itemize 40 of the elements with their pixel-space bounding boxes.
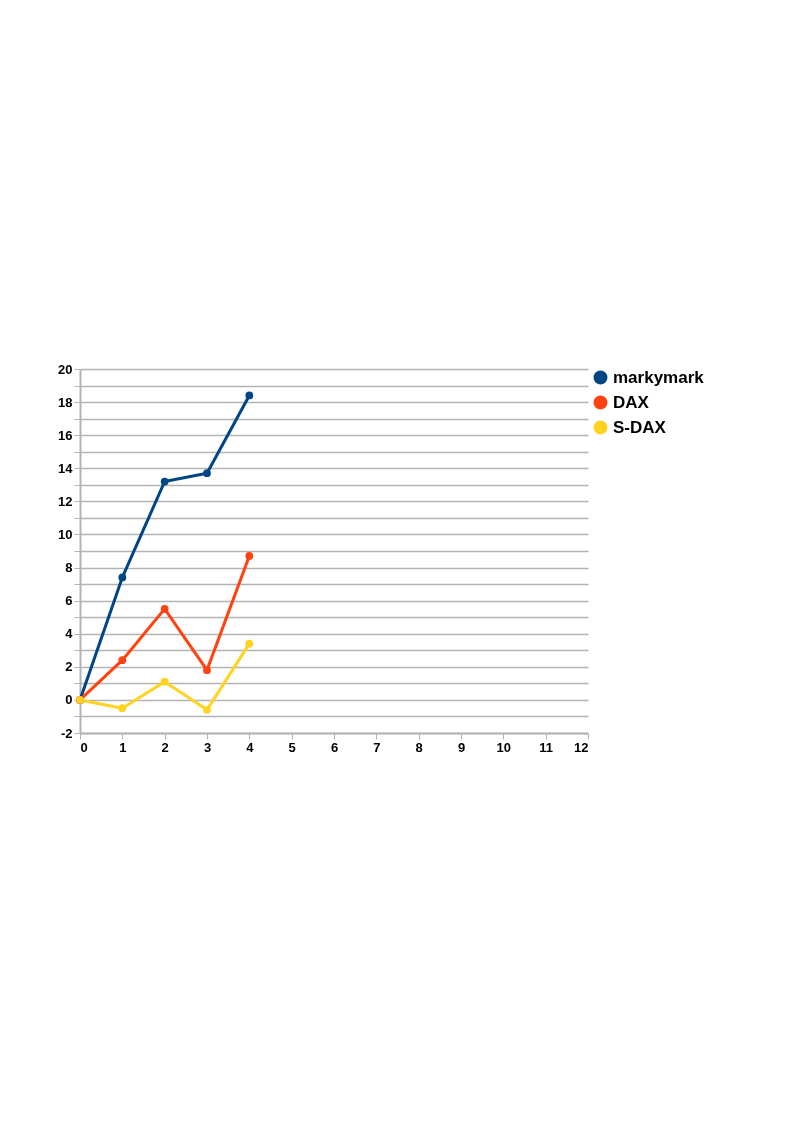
y-tick-label: 20: [58, 361, 73, 377]
point: [160, 605, 169, 613]
y-tick-label: 16: [58, 427, 73, 443]
x-tick-label: 1: [119, 739, 127, 755]
y-tick-label: 4: [65, 626, 74, 642]
y-tick-label: 8: [65, 560, 73, 576]
y-tick-label: 18: [58, 394, 73, 410]
y-tick-label: 14: [58, 460, 74, 476]
point: [118, 573, 127, 582]
point: [118, 704, 127, 713]
x-tick-label: 0: [80, 739, 88, 755]
x-tick-label: 7: [373, 739, 381, 755]
y-tick-label: 0: [65, 692, 73, 708]
x-tick-label: 5: [288, 739, 296, 755]
point: [245, 552, 254, 560]
point: [245, 391, 254, 400]
x-tick-label: 9: [457, 739, 466, 755]
y-tick-label: 6: [65, 593, 73, 609]
x-tick-label: 3: [203, 739, 212, 755]
legend-label: DAX: [613, 392, 650, 412]
x-tick-label: 11: [539, 739, 554, 755]
x-tick-label: 2: [161, 739, 169, 755]
point: [118, 656, 127, 665]
y-tick-label: 12: [58, 493, 73, 509]
x-tick-label: 12: [574, 739, 589, 755]
point: [203, 469, 211, 478]
x-tick-label: 8: [415, 739, 423, 755]
point: [160, 677, 169, 686]
y-tick-label: 10: [58, 526, 73, 542]
x-tick-label: 4: [246, 739, 255, 755]
y-tick-label: -2: [60, 725, 73, 741]
point: [160, 477, 169, 486]
point: [203, 705, 211, 714]
point: [245, 639, 254, 648]
x-tick-label: 6: [330, 739, 339, 755]
y-tick-label: 2: [65, 659, 73, 675]
x-tick-label: 10: [496, 739, 512, 755]
legend-label: S-DAX: [613, 417, 667, 437]
legend-label: markymark: [613, 367, 705, 387]
point: [203, 666, 211, 674]
